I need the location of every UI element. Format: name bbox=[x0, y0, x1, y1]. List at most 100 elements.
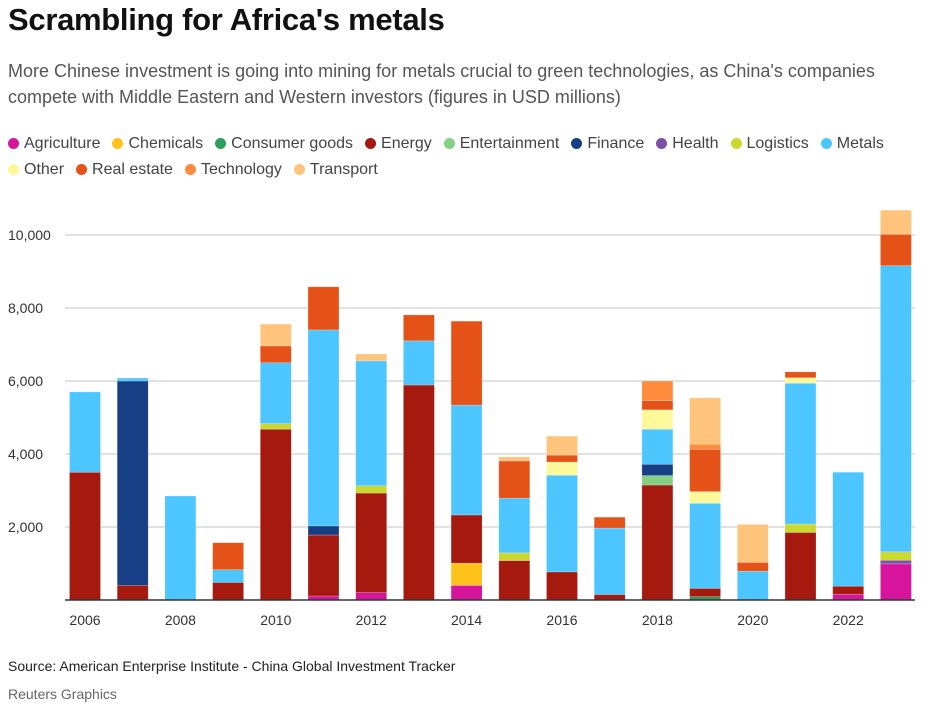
y-tick-label: 10,000 bbox=[8, 227, 51, 243]
bar-segment-energy bbox=[307, 534, 340, 597]
bar-segment-real-estate bbox=[593, 516, 626, 529]
legend-label: Logistics bbox=[746, 134, 809, 152]
bar-segment-metals bbox=[69, 391, 101, 473]
bar-segment-metals bbox=[450, 404, 483, 516]
legend-swatch bbox=[8, 138, 19, 149]
bar-segment-energy bbox=[212, 582, 244, 601]
legend-label: Metals bbox=[836, 134, 884, 152]
bar-segment-metals bbox=[212, 569, 244, 583]
bar-segment-agriculture bbox=[880, 563, 912, 601]
legend-swatch bbox=[76, 164, 88, 175]
legend: Agriculture Chemicals Consumer goods Energy… bbox=[8, 133, 928, 180]
legend-swatch bbox=[365, 138, 377, 149]
bar-segment-transport bbox=[546, 435, 578, 456]
bar-segment-energy bbox=[784, 532, 817, 601]
bar-segment-real-estate bbox=[546, 454, 578, 463]
legend-swatch bbox=[8, 164, 19, 175]
x-tick-label: 2018 bbox=[642, 612, 673, 628]
bar-segment-real-estate bbox=[450, 320, 483, 406]
bar-segment-metals bbox=[307, 329, 340, 527]
stacked-bar-chart: 2,000 4,000 6,000 8,000 10,000 2006 2008 2010 20… bbox=[8, 209, 915, 628]
bar-segment-metals bbox=[784, 382, 817, 525]
bar-segment-energy bbox=[593, 594, 626, 601]
bar-segment-metals bbox=[689, 502, 721, 589]
legend-label: Finance bbox=[587, 134, 645, 152]
bar-segment-logistics bbox=[880, 551, 912, 561]
legend-swatch bbox=[656, 138, 668, 149]
bar-segment-real-estate bbox=[307, 286, 340, 331]
legend-swatch bbox=[443, 138, 455, 149]
bar-segment-metals bbox=[832, 471, 865, 587]
bar-segment-real-estate bbox=[784, 371, 817, 379]
bar-segment-transport bbox=[736, 524, 769, 563]
bar-segment-energy bbox=[259, 428, 292, 601]
legend-swatch bbox=[730, 138, 742, 149]
chart-title: Scrambling for Africa's metals bbox=[8, 2, 445, 37]
bar-segment-technology bbox=[689, 443, 721, 450]
legend-item: Transport bbox=[293, 159, 378, 180]
legend-label: Technology bbox=[200, 160, 282, 178]
bar-segment-logistics bbox=[355, 485, 388, 494]
bar-segment-real-estate bbox=[403, 314, 435, 342]
bar-segment-real-estate bbox=[259, 345, 292, 364]
bar-segment-energy bbox=[116, 585, 149, 601]
bar-segment-energy bbox=[546, 571, 578, 601]
legend-label: Agriculture bbox=[24, 134, 101, 152]
bar-segment-real-estate bbox=[880, 233, 912, 266]
x-tick-label: 2014 bbox=[451, 612, 482, 628]
bar-segment-metals bbox=[403, 340, 435, 386]
bar-segment-metals bbox=[641, 428, 674, 465]
x-tick-label: 2012 bbox=[356, 612, 387, 628]
bar-segment-technology bbox=[641, 380, 674, 402]
bar-segment-real-estate bbox=[736, 562, 769, 572]
legend-label: Transport bbox=[309, 160, 378, 178]
legend-label: Real estate bbox=[92, 160, 173, 178]
legend-item: Metals bbox=[820, 133, 884, 154]
legend-swatch bbox=[215, 138, 227, 149]
bar-segment-other bbox=[689, 491, 721, 504]
bar-segment-real-estate bbox=[212, 542, 244, 571]
bar-segment-health bbox=[880, 559, 912, 565]
bar-segment-transport bbox=[259, 323, 292, 347]
legend-item: Chemicals bbox=[112, 133, 203, 154]
legend-swatch bbox=[571, 138, 583, 149]
bar-segment-agriculture bbox=[450, 585, 483, 601]
y-tick-label: 2,000 bbox=[8, 519, 43, 535]
legend-item: Finance bbox=[571, 133, 644, 154]
bar-segment-transport bbox=[498, 456, 531, 462]
bar-segment-entertainment bbox=[641, 475, 674, 486]
bar-segment-energy bbox=[450, 514, 483, 564]
legend-swatch bbox=[112, 138, 124, 149]
y-tick-label: 8,000 bbox=[8, 300, 43, 316]
bar-segment-metals bbox=[164, 495, 197, 601]
legend-label: Consumer goods bbox=[231, 134, 354, 152]
bar-segment-agriculture bbox=[832, 593, 865, 601]
legend-label: Other bbox=[24, 160, 65, 178]
bar-segment-finance bbox=[307, 525, 340, 536]
x-tick-label: 2016 bbox=[546, 612, 577, 628]
bar-segment-metals bbox=[498, 497, 531, 554]
x-tick-label: 2010 bbox=[260, 612, 291, 628]
bar-segment-energy bbox=[403, 384, 435, 601]
y-tick-label: 6,000 bbox=[8, 373, 43, 389]
legend-label: Chemicals bbox=[128, 134, 204, 152]
bar-segment-logistics bbox=[784, 523, 817, 533]
bar-segment-agriculture bbox=[355, 592, 388, 601]
legend-label: Health bbox=[672, 134, 719, 152]
bar-segment-energy bbox=[689, 588, 721, 598]
x-tick-label: 2006 bbox=[69, 612, 100, 628]
bar-segment-transport bbox=[880, 209, 912, 235]
bar-segment-energy bbox=[69, 471, 101, 601]
legend-item: Entertainment bbox=[443, 133, 559, 154]
bar-segment-energy bbox=[641, 484, 674, 601]
legend-swatch bbox=[184, 164, 196, 175]
bar-segment-other bbox=[641, 409, 674, 430]
bar-segment-real-estate bbox=[641, 400, 674, 411]
bar-segment-transport bbox=[689, 397, 721, 445]
bar-segment-energy bbox=[498, 560, 531, 601]
source-note: Source: American Enterprise Institute - … bbox=[8, 658, 456, 674]
bar-segment-other bbox=[546, 461, 578, 476]
bar-segment-metals bbox=[355, 360, 388, 487]
y-tick-label: 4,000 bbox=[8, 446, 43, 462]
bar-segment-transport bbox=[355, 353, 388, 362]
